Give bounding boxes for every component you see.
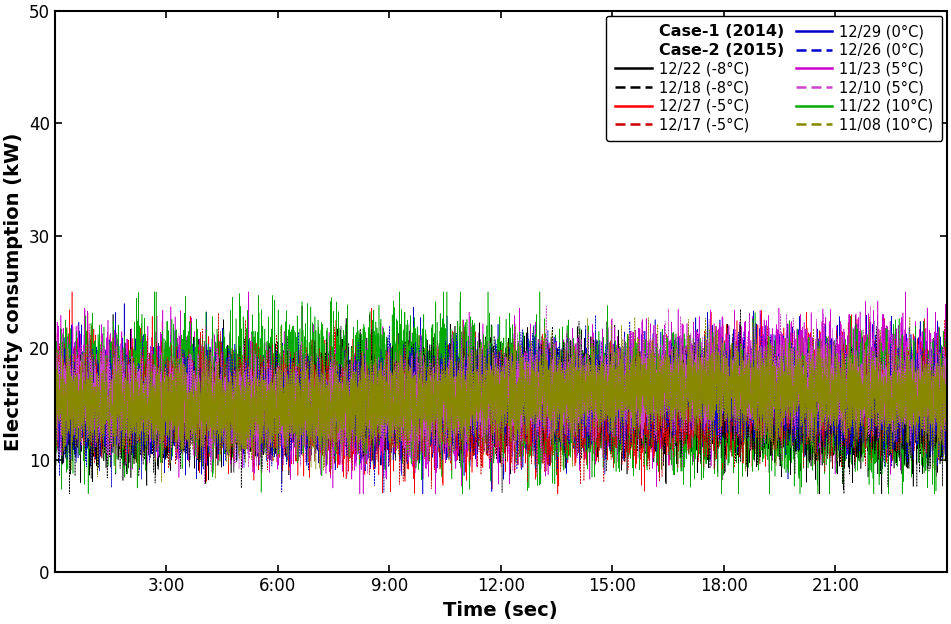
Y-axis label: Electricity consumption (kW): Electricity consumption (kW) (4, 133, 23, 451)
X-axis label: Time (sec): Time (sec) (443, 601, 558, 620)
Legend: Case-1 (2014), Case-2 (2015), 12/22 (-8°C), 12/18 (-8°C), 12/27 (-5°C), 12/17 (-: Case-1 (2014), Case-2 (2015), 12/22 (-8°… (607, 16, 942, 141)
